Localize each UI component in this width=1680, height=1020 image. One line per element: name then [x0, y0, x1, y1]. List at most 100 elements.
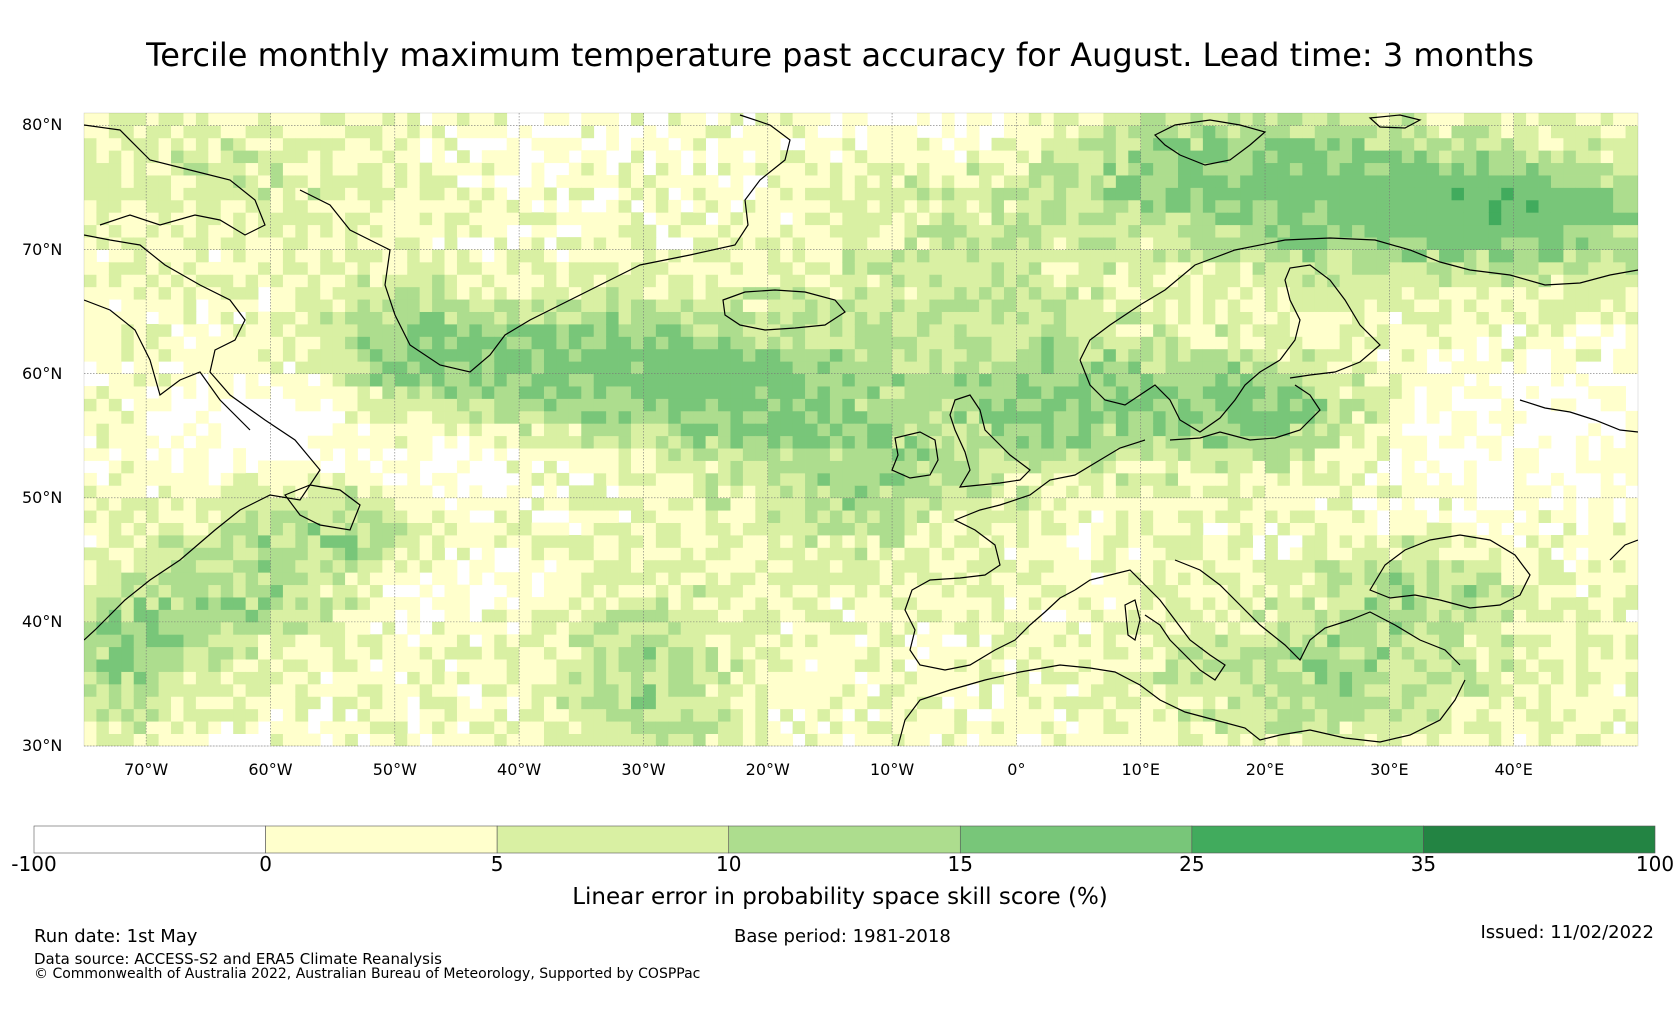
grid-cell — [282, 472, 296, 486]
grid-cell — [320, 187, 334, 201]
grid-cell — [730, 448, 744, 461]
grid-cell — [1352, 113, 1365, 126]
grid-cell — [705, 696, 719, 710]
grid-cell — [208, 237, 222, 250]
grid-cell — [1016, 398, 1030, 412]
grid-cell — [84, 646, 97, 660]
grid-cell — [916, 175, 930, 188]
grid-cell — [879, 621, 893, 635]
grid-cell — [742, 261, 756, 275]
grid-cell — [1302, 137, 1316, 151]
grid-cell — [568, 448, 582, 461]
grid-cell — [1389, 597, 1403, 610]
grid-cell — [84, 410, 97, 424]
grid-cell — [295, 336, 309, 350]
grid-cell — [543, 621, 557, 635]
grid-cell — [195, 621, 209, 635]
grid-cell — [929, 609, 943, 623]
grid-cell — [245, 324, 259, 337]
grid-cell — [282, 597, 296, 610]
grid-cell — [1090, 522, 1104, 536]
grid-cell — [171, 373, 184, 387]
grid-cell — [1053, 497, 1067, 511]
grid-cell — [867, 311, 881, 325]
grid-cell — [270, 609, 284, 623]
grid-cell — [270, 237, 284, 250]
grid-cell — [295, 398, 309, 412]
grid-cell — [1090, 286, 1104, 300]
grid-cell — [195, 597, 209, 610]
grid-cell — [929, 137, 943, 151]
grid-cell — [991, 609, 1005, 623]
grid-cell — [1190, 609, 1204, 623]
grid-cell — [1289, 696, 1303, 710]
grid-cell — [1240, 696, 1254, 710]
grid-cell — [295, 547, 309, 561]
grid-cell — [382, 125, 396, 139]
grid-cell — [84, 311, 97, 325]
grid-cell — [730, 261, 744, 275]
grid-cell — [270, 572, 284, 586]
grid-cell — [307, 299, 321, 312]
grid-cell — [867, 237, 881, 250]
grid-cell — [680, 324, 694, 337]
grid-cell — [668, 683, 682, 697]
grid-cell — [258, 348, 271, 362]
grid-cell — [606, 584, 619, 598]
grid-cell — [220, 274, 234, 288]
grid-cell — [941, 113, 955, 126]
grid-cell — [568, 410, 582, 424]
grid-cell — [842, 423, 856, 437]
grid-cell — [1066, 646, 1079, 660]
grid-cell — [295, 646, 309, 660]
grid-cell — [767, 187, 781, 201]
grid-cell — [1364, 721, 1378, 734]
grid-cell — [1128, 733, 1142, 746]
grid-cell — [593, 311, 607, 325]
grid-cell — [767, 361, 781, 375]
grid-cell — [519, 584, 532, 598]
grid-cell — [108, 497, 122, 511]
grid-cell — [655, 497, 669, 511]
grid-cell — [171, 237, 184, 250]
grid-cell — [1339, 175, 1353, 188]
grid-cell — [233, 212, 247, 226]
grid-cell — [394, 361, 408, 375]
grid-cell — [543, 249, 557, 263]
grid-cell — [171, 311, 184, 325]
grid-cell — [1277, 162, 1291, 176]
grid-cell — [1277, 175, 1291, 188]
grid-cell — [593, 597, 607, 610]
grid-cell — [419, 274, 433, 288]
grid-cell — [1053, 733, 1067, 746]
grid-cell — [1202, 261, 1216, 275]
grid-cell — [1389, 721, 1403, 734]
grid-cell — [1066, 609, 1079, 623]
grid-cell — [1252, 386, 1266, 399]
grid-cell — [1339, 212, 1353, 226]
grid-cell — [394, 261, 408, 275]
grid-cell — [245, 162, 259, 176]
grid-cell — [755, 249, 769, 263]
grid-cell — [1302, 485, 1316, 499]
grid-cell — [593, 472, 607, 486]
grid-cell — [543, 336, 557, 350]
grid-cell — [606, 646, 619, 660]
grid-cell — [1227, 572, 1241, 586]
grid-cell — [519, 683, 532, 697]
grid-cell — [1153, 646, 1166, 660]
grid-cell — [506, 162, 520, 176]
grid-cell — [693, 286, 706, 300]
grid-cell — [369, 535, 383, 548]
grid-cell — [718, 572, 731, 586]
grid-cell — [183, 572, 197, 586]
grid-cell — [506, 373, 520, 387]
grid-cell — [606, 522, 619, 536]
grid-cell — [1364, 683, 1378, 697]
grid-cell — [1364, 547, 1378, 561]
grid-cell — [941, 187, 955, 201]
grid-cell — [295, 286, 309, 300]
grid-cell — [1066, 324, 1079, 337]
grid-cell — [481, 535, 495, 548]
grid-cell — [320, 125, 334, 139]
